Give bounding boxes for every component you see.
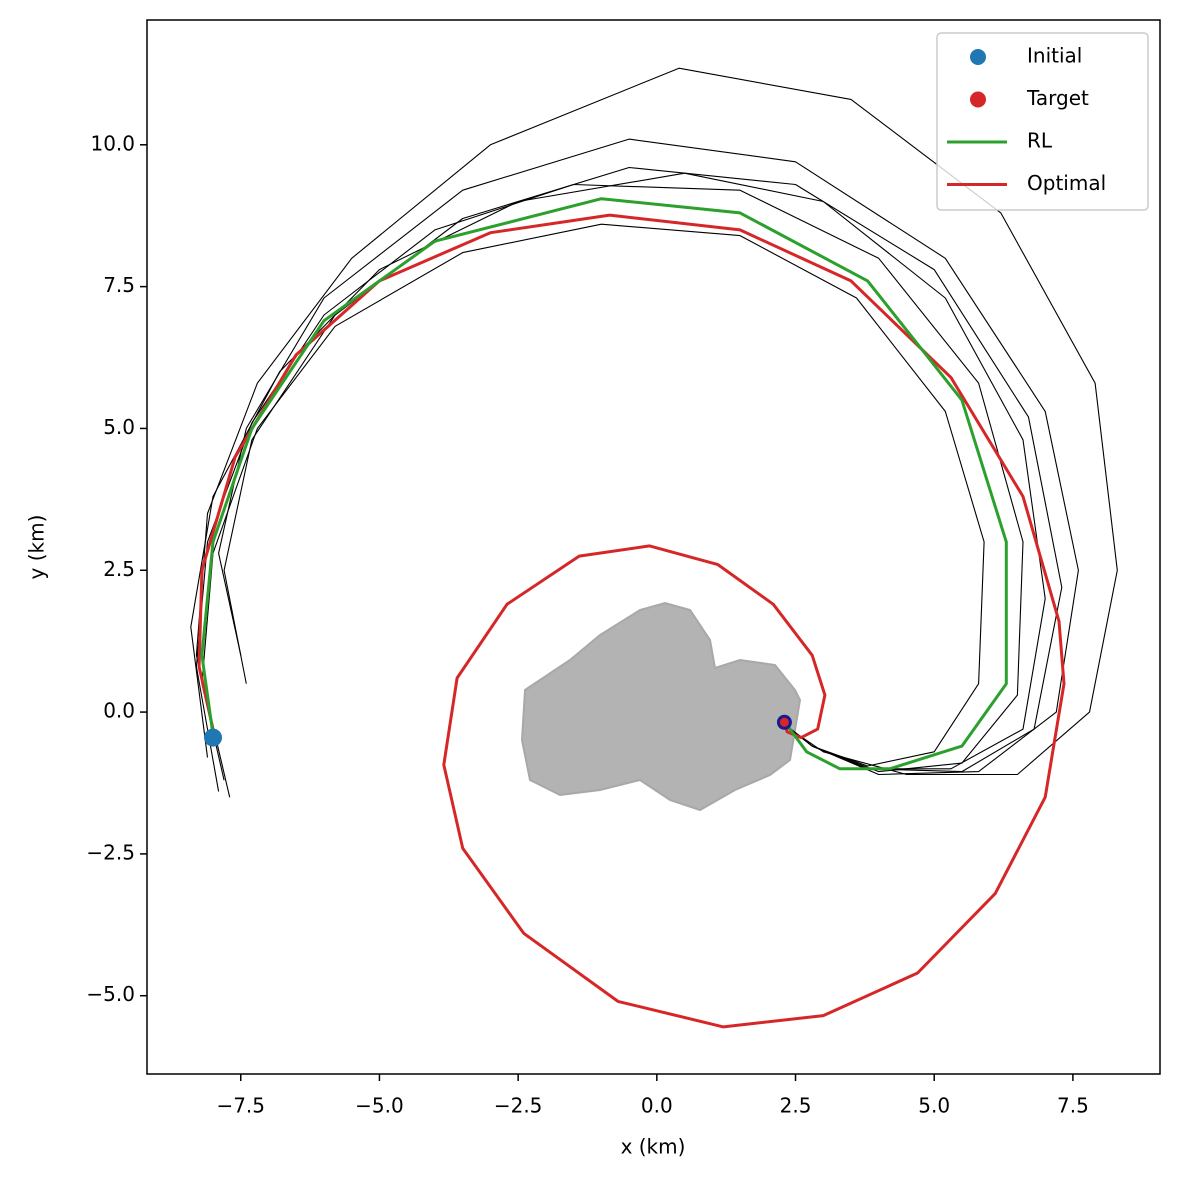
sample-trajectory — [195, 183, 1024, 792]
legend: Initial Target RL Optimal — [936, 32, 1149, 211]
x-tick-label: −2.5 — [494, 1094, 543, 1118]
y-tick-label: −2.5 — [86, 840, 135, 864]
x-axis-label: x (km) — [621, 1135, 686, 1159]
trajectories — [190, 67, 1118, 1029]
legend-label: Target — [1026, 86, 1089, 110]
legend-marker — [970, 49, 986, 65]
y-tick-label: 10.0 — [90, 131, 135, 155]
y-tick-label: 2.5 — [103, 557, 135, 581]
x-tick-label: −5.0 — [355, 1094, 404, 1118]
x-tick-label: 5.0 — [918, 1094, 950, 1118]
legend-label: Optimal — [1027, 171, 1106, 195]
x-tick-label: 2.5 — [780, 1094, 812, 1118]
axes-frame — [146, 19, 1161, 1075]
scatter-point — [776, 714, 792, 730]
y-tick-label: 5.0 — [103, 415, 135, 439]
y-axis-label: y (km) — [25, 515, 49, 580]
sample-trajectory — [195, 67, 1118, 798]
y-tick-label: 0.0 — [103, 699, 135, 723]
trajectory-line — [200, 197, 1008, 771]
y-tick-label: 7.5 — [103, 273, 135, 297]
legend-marker — [970, 91, 986, 108]
x-tick-label: −7.5 — [216, 1094, 265, 1118]
legend-label: Initial — [1027, 44, 1082, 68]
x-tick-label: 0.0 — [641, 1094, 673, 1118]
legend-label: RL — [1027, 129, 1053, 153]
sample-trajectory — [201, 223, 985, 781]
scatter-point — [204, 728, 223, 747]
trajectory-line — [197, 213, 1066, 1029]
x-tick-label: 7.5 — [1057, 1094, 1089, 1118]
legend-box — [936, 32, 1149, 211]
comet-shape — [520, 601, 802, 812]
y-tick-label: −5.0 — [86, 982, 135, 1006]
